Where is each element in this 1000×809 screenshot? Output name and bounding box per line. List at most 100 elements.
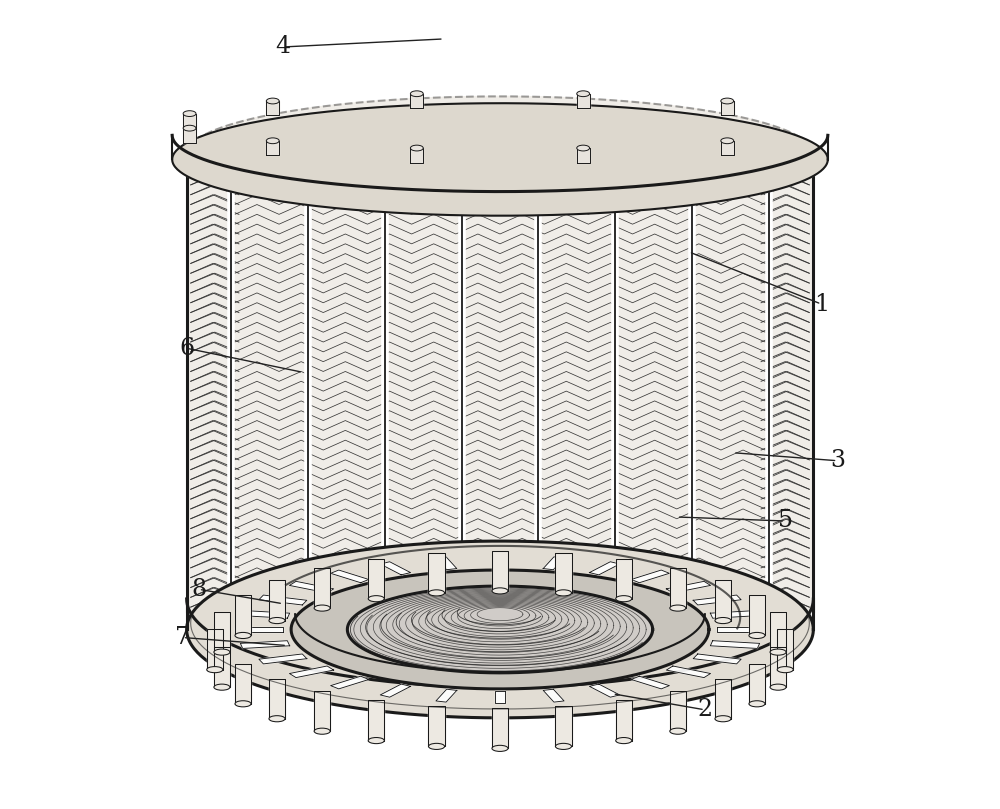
Polygon shape [715,580,731,621]
Polygon shape [240,641,290,649]
Polygon shape [428,553,445,593]
Ellipse shape [749,701,765,707]
Polygon shape [495,692,505,703]
Polygon shape [616,558,632,599]
Text: 5: 5 [778,510,793,532]
Polygon shape [577,148,590,163]
Polygon shape [770,647,786,687]
Polygon shape [749,663,765,704]
Ellipse shape [577,91,590,96]
Polygon shape [266,141,279,155]
Ellipse shape [555,590,572,596]
Polygon shape [715,679,731,718]
Polygon shape [749,595,765,636]
Polygon shape [589,684,620,697]
Ellipse shape [314,728,330,735]
Polygon shape [616,701,632,740]
Polygon shape [368,558,384,599]
Polygon shape [410,94,423,108]
Polygon shape [314,568,330,608]
Ellipse shape [314,605,330,611]
Polygon shape [721,141,734,155]
Ellipse shape [715,716,731,722]
Polygon shape [347,586,653,673]
Polygon shape [291,570,709,689]
Polygon shape [331,570,369,582]
Polygon shape [314,691,330,731]
Text: 4: 4 [276,36,291,58]
Polygon shape [710,641,760,649]
Polygon shape [269,679,285,718]
Polygon shape [380,561,411,575]
Ellipse shape [577,145,590,151]
Polygon shape [172,104,828,216]
Text: 6: 6 [179,337,194,360]
Ellipse shape [183,125,196,131]
Ellipse shape [670,605,686,611]
Ellipse shape [616,738,632,743]
Ellipse shape [715,617,731,624]
Polygon shape [777,629,793,670]
Polygon shape [577,94,590,108]
Polygon shape [670,691,686,731]
Ellipse shape [368,738,384,743]
Polygon shape [436,557,457,570]
Polygon shape [543,689,564,702]
Ellipse shape [777,667,793,673]
Polygon shape [492,708,508,748]
Polygon shape [207,629,223,670]
Ellipse shape [492,745,508,752]
Polygon shape [631,570,669,582]
Ellipse shape [770,649,786,655]
Polygon shape [631,676,669,689]
Polygon shape [368,701,384,740]
Ellipse shape [207,667,223,673]
Polygon shape [259,595,307,605]
Polygon shape [259,654,307,664]
Polygon shape [266,101,279,116]
Ellipse shape [492,588,508,594]
Polygon shape [187,541,813,718]
Ellipse shape [555,743,572,749]
Polygon shape [428,706,445,747]
Polygon shape [183,128,196,142]
Polygon shape [555,706,572,747]
Ellipse shape [214,649,230,655]
Polygon shape [289,582,334,593]
Polygon shape [214,647,230,687]
Ellipse shape [721,98,734,104]
Ellipse shape [670,728,686,735]
Polygon shape [770,612,786,652]
Polygon shape [187,154,813,611]
Text: 1: 1 [814,293,829,316]
Polygon shape [555,553,572,593]
Ellipse shape [428,590,445,596]
Polygon shape [331,676,369,689]
Polygon shape [240,611,290,618]
Ellipse shape [749,633,765,638]
Polygon shape [717,627,765,632]
Polygon shape [589,561,620,575]
Polygon shape [235,663,251,704]
Ellipse shape [183,111,196,116]
Ellipse shape [428,743,445,749]
Polygon shape [666,582,711,593]
Ellipse shape [616,595,632,602]
Polygon shape [289,666,334,678]
Text: 3: 3 [830,449,845,472]
Polygon shape [710,611,760,618]
Polygon shape [380,684,411,697]
Text: 2: 2 [697,698,712,722]
Polygon shape [183,113,196,128]
Polygon shape [492,551,508,591]
Polygon shape [410,148,423,163]
Ellipse shape [269,716,285,722]
Ellipse shape [235,633,251,638]
Polygon shape [436,689,457,702]
Text: 8: 8 [191,578,206,601]
Polygon shape [543,557,564,570]
Polygon shape [235,627,283,632]
Polygon shape [721,101,734,116]
Polygon shape [666,666,711,678]
Polygon shape [187,96,813,211]
